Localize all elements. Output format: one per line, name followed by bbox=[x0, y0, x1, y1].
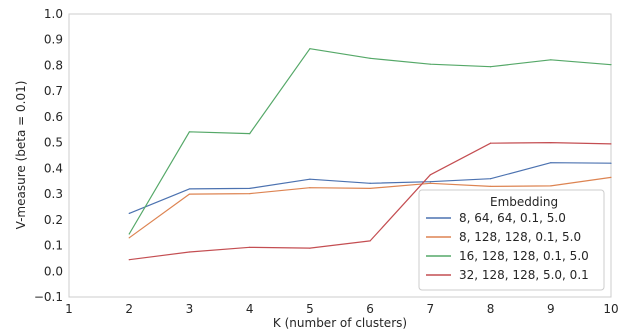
y-tick-labels: −0.1 0.0 0.1 0.2 0.3 0.4 0.5 0.6 0.7 0.8 0.9 1.0 bbox=[34, 7, 63, 304]
data-point bbox=[429, 181, 431, 183]
y-axis-label: V-measure (beta = 0.01) bbox=[14, 81, 28, 230]
x-tick-label: 3 bbox=[186, 302, 194, 316]
x-axis-label: K (number of clusters) bbox=[273, 316, 407, 330]
data-point bbox=[369, 182, 371, 184]
data-point bbox=[309, 187, 311, 189]
data-point bbox=[369, 187, 371, 190]
x-tick-label: 1 bbox=[65, 302, 73, 316]
y-tick-label: 0.7 bbox=[44, 84, 63, 98]
legend-box bbox=[418, 189, 605, 291]
data-point bbox=[550, 185, 552, 187]
data-point bbox=[489, 66, 492, 68]
x-tick-label: 7 bbox=[427, 302, 435, 316]
data-point bbox=[128, 237, 130, 239]
data-point bbox=[610, 176, 612, 178]
data-point bbox=[610, 143, 612, 145]
data-point bbox=[369, 57, 371, 59]
x-tick-label: 10 bbox=[603, 302, 618, 316]
data-point bbox=[128, 233, 130, 235]
series-lines bbox=[128, 48, 612, 261]
y-tick-label: 0.8 bbox=[44, 58, 63, 72]
data-point bbox=[309, 48, 311, 50]
data-point bbox=[610, 64, 612, 66]
x-tick-label: 5 bbox=[306, 302, 314, 316]
data-point bbox=[550, 59, 552, 61]
legend-entry: 16, 128, 128, 0.1, 5.0 bbox=[459, 249, 589, 263]
y-tick-label: 0.4 bbox=[44, 161, 63, 175]
data-point bbox=[550, 162, 552, 164]
data-point bbox=[188, 193, 191, 195]
data-point bbox=[188, 251, 191, 253]
y-tick-label: 0.5 bbox=[44, 136, 63, 150]
legend: Embedding 8, 64, 64, 0.1, 5.0 8, 128, 128… bbox=[418, 189, 605, 291]
data-point bbox=[188, 188, 191, 190]
legend-entry: 8, 128, 128, 0.1, 5.0 bbox=[459, 230, 581, 244]
x-tick-label: 6 bbox=[366, 302, 374, 316]
data-point bbox=[309, 247, 311, 249]
data-point bbox=[489, 178, 492, 180]
y-tick-label: 0.0 bbox=[44, 264, 63, 278]
x-tick-labels: 1 2 3 4 5 6 7 8 9 10 bbox=[65, 302, 618, 316]
data-point bbox=[369, 240, 371, 242]
y-tick-label: 0.6 bbox=[44, 110, 63, 124]
legend-entry: 32, 128, 128, 5.0, 0.1 bbox=[459, 268, 589, 282]
legend-title: Embedding bbox=[490, 195, 558, 209]
x-tick-label: 2 bbox=[125, 302, 133, 316]
data-point bbox=[489, 185, 492, 187]
y-tick-label: −0.1 bbox=[34, 290, 63, 304]
legend-entry: 8, 64, 64, 0.1, 5.0 bbox=[459, 211, 566, 225]
data-point bbox=[429, 63, 431, 65]
y-tick-label: 0.3 bbox=[44, 187, 63, 201]
y-tick-label: 0.9 bbox=[44, 33, 63, 47]
y-tick-label: 0.1 bbox=[44, 239, 63, 253]
data-point bbox=[128, 212, 130, 214]
data-point bbox=[489, 142, 492, 144]
y-tick-label: 1.0 bbox=[44, 7, 63, 21]
data-point bbox=[429, 174, 431, 176]
x-tick-label: 9 bbox=[547, 302, 555, 316]
data-point bbox=[128, 259, 130, 261]
y-tick-label: 0.2 bbox=[44, 213, 63, 227]
data-point bbox=[550, 142, 552, 144]
legend-items: 8, 64, 64, 0.1, 5.0 8, 128, 128, 0.1, 5.0… bbox=[426, 211, 589, 282]
data-point bbox=[610, 162, 612, 164]
data-point bbox=[309, 178, 311, 180]
x-tick-label: 4 bbox=[246, 302, 254, 316]
data-point bbox=[249, 192, 251, 195]
x-tick-label: 8 bbox=[487, 302, 495, 316]
data-point bbox=[429, 182, 431, 184]
data-point bbox=[188, 131, 191, 133]
data-point bbox=[249, 133, 251, 135]
data-point bbox=[249, 246, 251, 248]
data-point bbox=[249, 187, 251, 190]
